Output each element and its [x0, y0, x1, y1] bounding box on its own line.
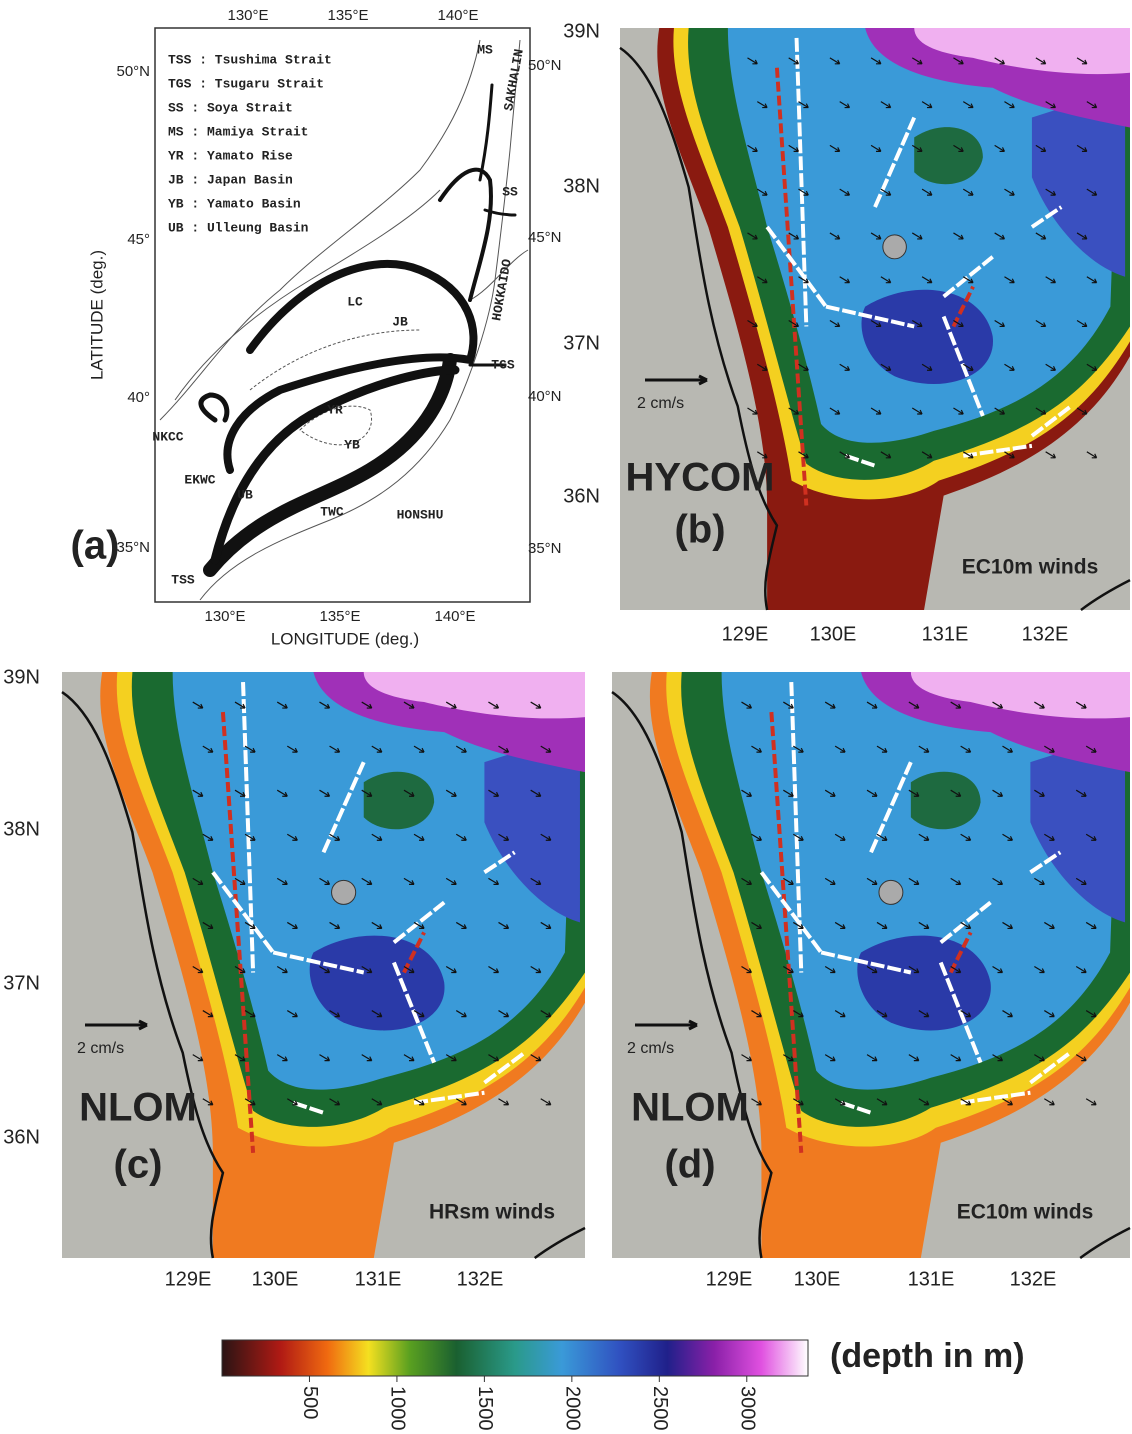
lat-tick-label: 38N — [563, 175, 600, 197]
legend-entry: YR : Yamato Rise — [168, 148, 293, 163]
figure: 130°E 135°E 140°E 130°E 135°E 140°E 50°N 45° 40°… — [0, 0, 1132, 1434]
map-label: HONSHU — [397, 507, 444, 522]
lon-tick-label: 132E — [1022, 623, 1069, 645]
map-label: UB — [237, 487, 253, 502]
colorbar — [222, 1340, 808, 1376]
island — [883, 235, 907, 259]
lon-tick-label: 129E — [722, 623, 769, 645]
lat-tick-label: 39N — [3, 666, 40, 688]
wind-label: HRsm winds — [429, 1201, 555, 1224]
scale-label: 2 cm/s — [77, 1040, 124, 1057]
bottom-tick-label: 130°E — [204, 608, 245, 625]
colorbar-title: (depth in m) — [830, 1337, 1025, 1375]
legend-entry: JB : Japan Basin — [168, 172, 293, 187]
scale-label: 2 cm/s — [637, 395, 684, 412]
lon-tick-label: 131E — [355, 1268, 402, 1290]
colorbar-tick-label: 2000 — [562, 1386, 584, 1431]
lat-tick-label: 36N — [3, 1126, 40, 1148]
y-axis-label: LATITUDE (deg.) — [87, 250, 106, 380]
legend-entry: MS : Mamiya Strait — [168, 124, 308, 139]
legend-entry: SS : Soya Strait — [168, 100, 293, 115]
left-tick-label: 35°N — [116, 539, 150, 556]
map-label: TGS — [491, 357, 515, 372]
colorbar-tick-label: 500 — [299, 1386, 321, 1419]
map-label: EKWC — [184, 472, 215, 487]
lon-tick-label: 129E — [165, 1268, 212, 1290]
lon-tick-label: 131E — [908, 1268, 955, 1290]
lon-tick-label: 130E — [252, 1268, 299, 1290]
colorbar-tick-label: 1000 — [387, 1386, 409, 1431]
right-tick-label: 45°N — [528, 229, 562, 246]
right-tick-label: 35°N — [528, 540, 562, 557]
legend-entry: YB : Yamato Basin — [168, 196, 301, 211]
scale-label: 2 cm/s — [627, 1040, 674, 1057]
top-tick-label: 140°E — [437, 7, 478, 24]
lon-tick-label: 131E — [922, 623, 969, 645]
model-label: HYCOM — [626, 456, 775, 500]
map-label: TWC — [320, 504, 344, 519]
map-label: NKCC — [152, 429, 183, 444]
legend-entry: UB : Ulleung Basin — [168, 220, 309, 235]
lat-tick-label: 36N — [563, 485, 600, 507]
panel-label: (b) — [674, 508, 725, 552]
panel-label: (a) — [71, 524, 120, 568]
left-tick-label: 40° — [127, 389, 150, 406]
map-label: YR — [327, 402, 343, 417]
lon-tick-label: 129E — [706, 1268, 753, 1290]
panel-label: (d) — [664, 1143, 715, 1187]
top-tick-label: 130°E — [227, 7, 268, 24]
map-label: JB — [392, 314, 408, 329]
map-label: LC — [347, 294, 363, 309]
lat-tick-label: 39N — [563, 20, 600, 42]
colorbar-tick-label: 3000 — [736, 1386, 758, 1431]
legend-entry: TSS : Tsushima Strait — [168, 52, 332, 67]
model-label: NLOM — [631, 1086, 749, 1130]
right-tick-label: 50°N — [528, 57, 562, 74]
lat-tick-label: 37N — [3, 972, 40, 994]
model-label: NLOM — [79, 1086, 197, 1130]
lon-tick-label: 130E — [810, 623, 857, 645]
map-label: MS — [477, 42, 493, 57]
colorbar-tick-label: 1500 — [474, 1386, 496, 1431]
panel-label: (c) — [114, 1143, 163, 1187]
island — [879, 880, 903, 904]
map-label: TSS — [171, 572, 195, 587]
map-label: SS — [502, 184, 518, 199]
lat-tick-label: 38N — [3, 818, 40, 840]
map-label: YB — [344, 437, 360, 452]
colorbar-tick-label: 2500 — [649, 1386, 671, 1431]
lon-tick-label: 132E — [1010, 1268, 1057, 1290]
legend-entry: TGS : Tsugaru Strait — [168, 76, 324, 91]
left-tick-label: 45° — [127, 231, 150, 248]
top-tick-label: 135°E — [327, 7, 368, 24]
left-tick-label: 50°N — [116, 63, 150, 80]
lon-tick-label: 132E — [457, 1268, 504, 1290]
lon-tick-label: 130E — [794, 1268, 841, 1290]
x-axis-label: LONGITUDE (deg.) — [271, 629, 419, 648]
right-tick-label: 40°N — [528, 388, 562, 405]
wind-label: EC10m winds — [962, 556, 1099, 579]
bottom-tick-label: 140°E — [434, 608, 475, 625]
island — [332, 880, 356, 904]
wind-label: EC10m winds — [957, 1201, 1094, 1224]
bottom-tick-label: 135°E — [319, 608, 360, 625]
lat-tick-label: 37N — [563, 332, 600, 354]
